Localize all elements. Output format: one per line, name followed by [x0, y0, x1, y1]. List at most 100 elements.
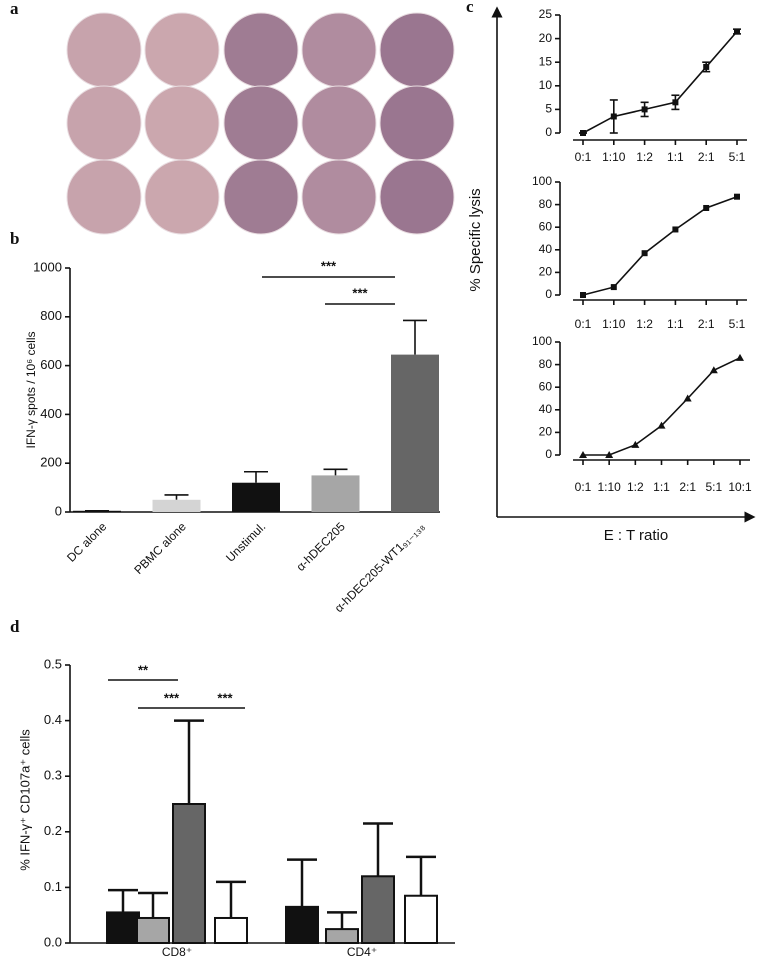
x-tick-label: 2:1 [698, 150, 715, 164]
y-tick-label: 0.0 [44, 934, 62, 949]
marker [580, 130, 586, 136]
well [301, 159, 377, 235]
well [144, 159, 220, 235]
x-tick-label: 1:1 [653, 480, 670, 494]
y-tick-label: 0 [55, 503, 62, 518]
y-tick-label: 1000 [33, 259, 62, 274]
y-tick-label: 60 [539, 219, 553, 233]
x-tick-label: 1:2 [636, 317, 653, 331]
marker [579, 451, 587, 458]
x-tick-label: 1:2 [627, 480, 644, 494]
y-tick-label: 800 [40, 308, 62, 323]
well [223, 159, 299, 235]
well [66, 85, 142, 161]
well [66, 159, 142, 235]
bar [172, 803, 206, 944]
well [379, 159, 455, 235]
y-tick-label: 600 [40, 357, 62, 372]
significance-label: *** [217, 690, 233, 705]
marker [736, 353, 744, 361]
x-tick-label: 1:1 [667, 150, 684, 164]
marker [709, 366, 718, 374]
y-tick-label: 80 [539, 357, 553, 371]
y-tick-label: 0 [545, 447, 552, 461]
x-tick-label: 5:1 [729, 317, 746, 331]
line [582, 195, 738, 296]
marker [734, 28, 740, 35]
y-tick-label: 400 [40, 406, 62, 421]
bar [232, 482, 280, 512]
y-tick-label: 20 [539, 425, 553, 439]
y-tick-label: 0.4 [44, 712, 62, 727]
x-tick-label: 1:2 [636, 150, 653, 164]
y-tick-label: 5 [545, 102, 552, 116]
x-tick-label: 0:1 [575, 150, 592, 164]
y-tick-label: 200 [40, 455, 62, 470]
marker [580, 292, 586, 298]
marker [641, 106, 648, 113]
y-tick-label: 25 [539, 7, 553, 21]
marker [703, 63, 710, 70]
y-tick-label: 80 [539, 197, 553, 211]
y-axis-label: IFN-γ spots / 10⁶ cells [24, 332, 38, 449]
y-tick-label: 10 [539, 78, 553, 92]
marker [672, 226, 679, 233]
y-tick-label: 20 [539, 31, 553, 45]
y-tick-label: 100 [532, 174, 552, 188]
y-tick-label: 15 [539, 54, 553, 68]
bar [311, 475, 360, 512]
significance-label: ** [138, 662, 149, 677]
well [301, 85, 377, 161]
marker [641, 250, 648, 257]
marker [672, 99, 679, 106]
significance-label: *** [164, 690, 180, 705]
marker [631, 440, 640, 448]
y-tick-label: 0.3 [44, 768, 62, 783]
y-axis-label: % Specific lysis [467, 188, 484, 291]
x-tick-label: CD8⁺ [162, 945, 192, 959]
x-tick-label: CD4⁺ [347, 945, 377, 959]
y-tick-label: 40 [539, 242, 553, 256]
x-tick-label: 1:10 [597, 480, 621, 494]
x-tick-label: 1:10 [602, 150, 626, 164]
marker [610, 113, 617, 120]
x-tick-label: 0:1 [575, 480, 592, 494]
bar [391, 354, 439, 512]
well-plate-image [66, 12, 455, 235]
x-tick-label: α-hDEC205-WT1₉₁₋₁₃₈ [332, 519, 428, 615]
marker [657, 421, 666, 429]
y-tick-label: 0 [545, 287, 552, 301]
x-tick-label: 1:10 [602, 317, 626, 331]
well [301, 12, 377, 88]
well [66, 12, 142, 88]
y-tick-label: 0.1 [44, 879, 62, 894]
y-tick-label: 20 [539, 265, 553, 279]
bar [106, 911, 140, 944]
bar [361, 875, 395, 945]
y-tick-label: 100 [532, 334, 552, 348]
x-tick-label: 10:1 [728, 480, 752, 494]
bar [325, 928, 359, 944]
x-tick-label: 0:1 [575, 317, 592, 331]
well [144, 85, 220, 161]
bar [152, 499, 201, 512]
x-tick-label: PBMC alone [131, 519, 189, 577]
x-tick-label: Unstimul. [223, 519, 268, 564]
y-tick-label: 0 [545, 125, 552, 139]
x-tick-label: 5:1 [729, 150, 746, 164]
well [379, 85, 455, 161]
y-tick-label: 0.2 [44, 823, 62, 838]
bar [73, 510, 121, 512]
bar [285, 905, 319, 944]
x-tick-label: DC alone [64, 519, 110, 565]
marker [734, 193, 740, 200]
line [582, 30, 738, 134]
well [144, 12, 220, 88]
significance-label: *** [352, 285, 368, 300]
panel-label: a [10, 0, 19, 18]
x-tick-label: α-hDEC205 [293, 519, 348, 574]
panel-label: d [10, 617, 20, 636]
marker [610, 284, 617, 291]
x-tick-label: 5:1 [705, 480, 722, 494]
